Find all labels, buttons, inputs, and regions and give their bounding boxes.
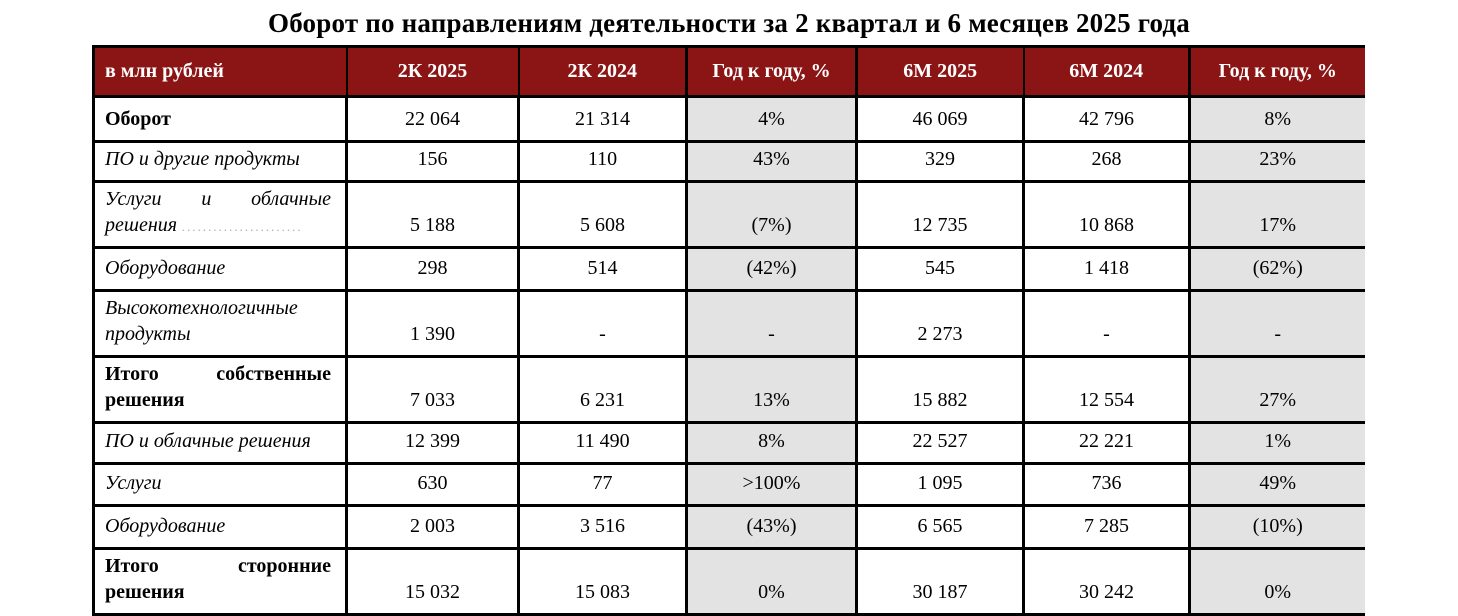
table-row-hardware-thirdparty: Оборудование 2 003 3 516 (43%) 6 565 7 2…: [92, 504, 1365, 550]
value-cell: 42 796: [1022, 95, 1191, 143]
row-label: ПО и другие продукты: [92, 140, 348, 183]
table-row-total-own-solutions: Итого собственные решения 7 033 6 231 13…: [92, 355, 1365, 424]
value-cell-yoy: 0%: [1188, 547, 1365, 616]
value-cell: 7 285: [1022, 504, 1191, 550]
value-cell-yoy: (42%): [685, 246, 858, 292]
value-cell: 12 735: [855, 180, 1025, 249]
value-cell-yoy: -: [1188, 289, 1365, 358]
value-cell: 30 242: [1022, 547, 1191, 616]
value-cell: 630: [345, 462, 520, 507]
row-label: Высокотехнологичные продукты: [92, 289, 348, 358]
col-header-6m2024: 6М 2024: [1022, 45, 1191, 98]
value-cell: 545: [855, 246, 1025, 292]
row-label-text: Услуги и облачные решения: [105, 188, 331, 236]
value-cell: 3 516: [517, 504, 688, 550]
value-cell: 514: [517, 246, 688, 292]
value-cell: 15 882: [855, 355, 1025, 424]
value-cell: 12 399: [345, 421, 520, 465]
value-cell: 11 490: [517, 421, 688, 465]
row-label: Оборудование: [92, 504, 348, 550]
value-cell: 298: [345, 246, 520, 292]
value-cell: 21 314: [517, 95, 688, 143]
value-cell-yoy: 13%: [685, 355, 858, 424]
value-cell: 15 083: [517, 547, 688, 616]
value-cell-yoy: 4%: [685, 95, 858, 143]
unit-header-cell: в млн рублей: [92, 45, 348, 98]
row-label: Итого сторонние решения: [92, 547, 348, 616]
value-cell: 6 231: [517, 355, 688, 424]
table-row-services-thirdparty: Услуги 630 77 >100% 1 095 736 49%: [92, 462, 1365, 507]
col-header-2k2025: 2К 2025: [345, 45, 520, 98]
col-header-6m2025: 6М 2025: [855, 45, 1025, 98]
row-label: Оборудование: [92, 246, 348, 292]
value-cell-yoy: -: [685, 289, 858, 358]
value-cell: -: [1022, 289, 1191, 358]
header-row: в млн рублей 2К 2025 2К 2024 Год к году,…: [92, 45, 1365, 98]
value-cell-yoy: (62%): [1188, 246, 1365, 292]
col-header-yoy-quarter: Год к году, %: [685, 45, 858, 98]
value-cell-yoy: (7%): [685, 180, 858, 249]
value-cell: 30 187: [855, 547, 1025, 616]
table-row-total-thirdparty-solutions: Итого сторонние решения 15 032 15 083 0%…: [92, 547, 1365, 616]
value-cell: 110: [517, 140, 688, 183]
value-cell-yoy: 23%: [1188, 140, 1365, 183]
value-cell: 7 033: [345, 355, 520, 424]
value-cell: 77: [517, 462, 688, 507]
value-cell: 15 032: [345, 547, 520, 616]
value-cell-yoy: 8%: [685, 421, 858, 465]
value-cell-yoy: 27%: [1188, 355, 1365, 424]
turnover-table: в млн рублей 2К 2025 2К 2024 Год к году,…: [92, 45, 1365, 616]
value-cell-yoy: 0%: [685, 547, 858, 616]
value-cell: 12 554: [1022, 355, 1191, 424]
table-row-software-cloud-thirdparty: ПО и облачные решения 12 399 11 490 8% 2…: [92, 421, 1365, 465]
row-label: ПО и облачные решения: [92, 421, 348, 465]
value-cell-yoy: 43%: [685, 140, 858, 183]
value-cell: 6 565: [855, 504, 1025, 550]
value-cell: 2 003: [345, 504, 520, 550]
value-cell: 46 069: [855, 95, 1025, 143]
row-label: Итого собственные решения: [92, 355, 348, 424]
table-row-turnover: Оборот 22 064 21 314 4% 46 069 42 796 8%: [92, 95, 1365, 143]
col-header-2k2024: 2К 2024: [517, 45, 688, 98]
value-cell: 1 390: [345, 289, 520, 358]
value-cell: 156: [345, 140, 520, 183]
value-cell: 1 418: [1022, 246, 1191, 292]
value-cell-yoy: 17%: [1188, 180, 1365, 249]
value-cell: 10 868: [1022, 180, 1191, 249]
value-cell-yoy: (10%): [1188, 504, 1365, 550]
table-row-hightech-products: Высокотехнологичные продукты 1 390 - - 2…: [92, 289, 1365, 358]
value-cell: 22 527: [855, 421, 1025, 465]
value-cell-yoy: 8%: [1188, 95, 1365, 143]
row-label: Оборот: [92, 95, 348, 143]
table-row-services-cloud: Услуги и облачные решения ..............…: [92, 180, 1365, 249]
value-cell-yoy: 1%: [1188, 421, 1365, 465]
value-cell-yoy: (43%): [685, 504, 858, 550]
table-row-software-other: ПО и другие продукты 156 110 43% 329 268…: [92, 140, 1365, 183]
value-cell: 22 221: [1022, 421, 1191, 465]
value-cell-yoy: >100%: [685, 462, 858, 507]
value-cell: 329: [855, 140, 1025, 183]
value-cell: 5 608: [517, 180, 688, 249]
value-cell: 736: [1022, 462, 1191, 507]
value-cell: 1 095: [855, 462, 1025, 507]
col-header-yoy-halfyear: Год к году, %: [1188, 45, 1365, 98]
value-cell: 268: [1022, 140, 1191, 183]
value-cell: -: [517, 289, 688, 358]
value-cell: 2 273: [855, 289, 1025, 358]
value-cell-yoy: 49%: [1188, 462, 1365, 507]
row-label: Услуги и облачные решения ..............…: [92, 180, 348, 249]
value-cell: 22 064: [345, 95, 520, 143]
value-cell: 5 188: [345, 180, 520, 249]
row-label: Услуги: [92, 462, 348, 507]
page-title: Оборот по направлениям деятельности за 2…: [268, 8, 1190, 38]
dotted-leader: .......................: [182, 219, 303, 234]
table-row-hardware-own: Оборудование 298 514 (42%) 545 1 418 (62…: [92, 246, 1365, 292]
